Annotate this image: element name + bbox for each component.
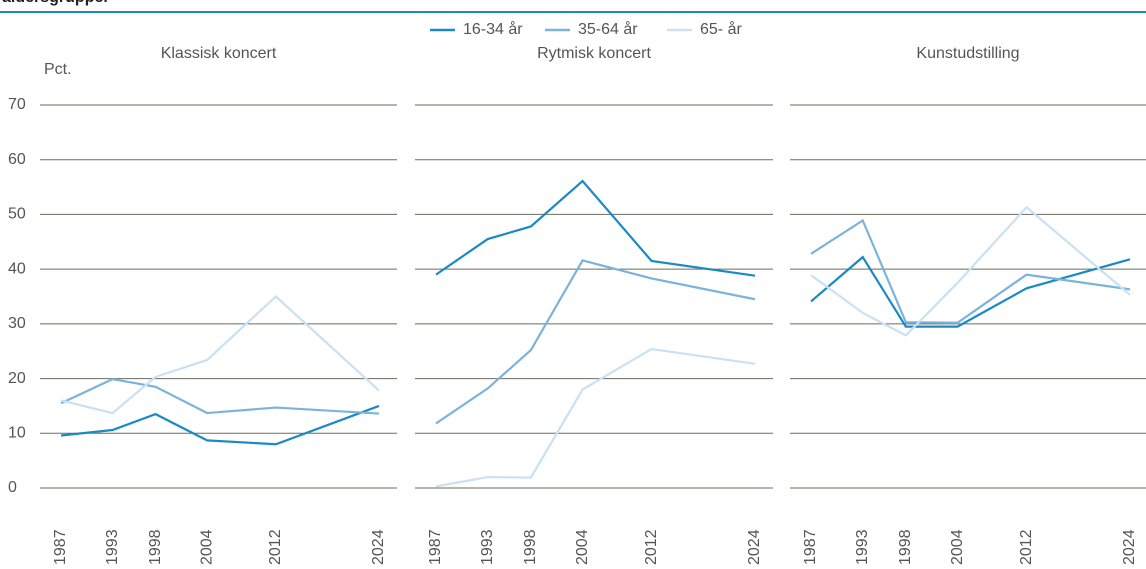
- x-tick-label: 1987: [802, 529, 819, 565]
- series-line: [435, 259, 756, 425]
- legend-label: 16-34 år: [463, 20, 523, 38]
- y-tick-label: 0: [8, 479, 17, 496]
- panel-title: Rytmisk koncert: [537, 45, 651, 62]
- y-tick-label: 50: [8, 206, 26, 223]
- series-line: [435, 347, 756, 488]
- x-tick-label: 1993: [104, 529, 121, 565]
- x-tick-label: 1987: [427, 529, 444, 565]
- x-tick-label: 1993: [479, 529, 496, 565]
- legend-label: 65- år: [700, 20, 742, 38]
- y-tick-label: 30: [8, 315, 26, 332]
- x-tick-label: 2004: [574, 529, 591, 565]
- series-line: [60, 295, 380, 415]
- y-tick-label: 10: [8, 425, 26, 442]
- x-tick-label: 2012: [1018, 529, 1035, 565]
- x-tick-label: 2012: [643, 529, 660, 565]
- x-tick-label: 2004: [198, 529, 215, 565]
- y-axis-label: Pct.: [44, 61, 72, 78]
- legend-label: 35-64 år: [578, 20, 638, 38]
- x-tick-label: 1998: [522, 529, 539, 565]
- x-tick-label: 2024: [746, 529, 763, 565]
- series-line: [60, 404, 380, 446]
- chart-title: aldersgrupper: [2, 0, 110, 6]
- x-tick-label: 1998: [897, 529, 914, 565]
- x-tick-label: 2024: [1121, 529, 1138, 565]
- x-tick-label: 2012: [267, 529, 284, 565]
- y-tick-label: 70: [8, 96, 26, 113]
- series-line: [435, 179, 756, 277]
- x-tick-label: 2004: [949, 529, 966, 565]
- x-tick-label: 1987: [52, 529, 69, 565]
- panel-title: Kunstudstilling: [916, 45, 1019, 62]
- series-line: [60, 377, 380, 415]
- y-tick-label: 60: [8, 151, 26, 168]
- series-line: [810, 218, 1131, 324]
- series-line: [810, 205, 1131, 337]
- x-tick-label: 1998: [147, 529, 164, 565]
- series-line: [810, 255, 1131, 328]
- x-tick-label: 2024: [370, 529, 387, 565]
- y-tick-label: 20: [8, 370, 26, 387]
- y-tick-label: 40: [8, 260, 26, 277]
- x-tick-label: 1993: [854, 529, 871, 565]
- panel-title: Klassisk koncert: [161, 45, 277, 62]
